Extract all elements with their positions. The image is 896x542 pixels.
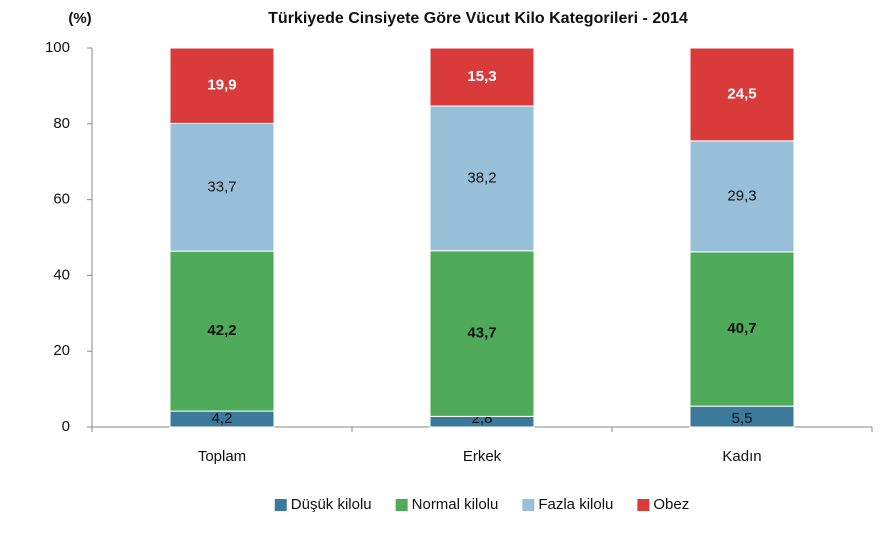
data-label: 4,2: [212, 410, 233, 427]
bar-segment: [429, 47, 535, 107]
y-tick-label: 80: [53, 115, 70, 132]
data-label: 38,2: [467, 169, 496, 186]
legend-swatch: [395, 499, 408, 511]
legend-label: Obez: [653, 496, 689, 513]
y-tick-label: 40: [53, 266, 70, 283]
legend-swatch: [522, 499, 535, 511]
y-tick-label: 60: [53, 191, 70, 208]
y-axis-label: (%): [68, 10, 91, 27]
legend-label: Fazla kilolu: [538, 496, 613, 513]
data-label: 29,3: [727, 187, 756, 204]
data-label: 19,9: [207, 77, 236, 94]
bar-segment: [169, 122, 275, 252]
data-label: 42,2: [207, 322, 236, 339]
data-label: 5,5: [732, 410, 753, 427]
legend-swatch: [274, 499, 287, 511]
x-tick-label: Kadın: [722, 448, 761, 465]
x-tick-label: Toplam: [198, 448, 246, 465]
bar-segment: [429, 250, 535, 417]
bar-segment: [429, 105, 535, 252]
data-label: 15,3: [467, 68, 496, 85]
data-label: 24,5: [727, 85, 756, 102]
y-tick-label: 0: [62, 418, 70, 435]
bar-segment: [169, 250, 275, 412]
bar-segment: [169, 47, 275, 124]
bar-segment: [689, 47, 795, 142]
chart-title: Türkiyede Cinsiyete Göre Vücut Kilo Kate…: [268, 10, 688, 27]
legend-label: Normal kilolu: [412, 496, 499, 513]
bar-segment: [689, 251, 795, 407]
data-label: 33,7: [207, 178, 236, 195]
y-tick-label: 20: [53, 342, 70, 359]
y-tick-label: 100: [45, 39, 70, 56]
bar-segment: [689, 140, 795, 253]
legend-swatch: [637, 499, 650, 511]
x-tick-label: Erkek: [463, 448, 502, 465]
legend-label: Düşük kilolu: [291, 496, 372, 513]
data-label: 40,7: [727, 320, 756, 337]
data-label: 43,7: [467, 325, 496, 342]
